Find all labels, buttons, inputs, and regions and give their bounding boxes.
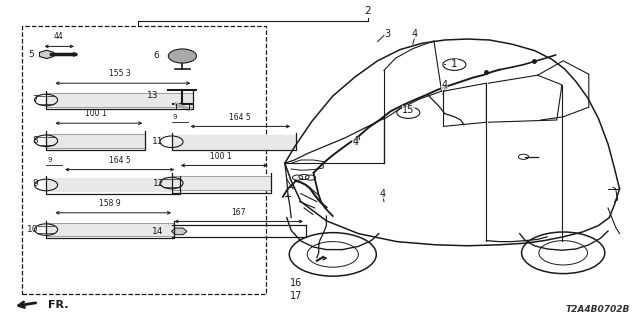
Text: 12: 12: [152, 179, 164, 188]
Text: 11: 11: [152, 137, 163, 146]
Text: 4: 4: [380, 188, 386, 199]
Text: 4: 4: [412, 28, 418, 39]
Text: 15: 15: [402, 105, 415, 116]
Text: 164 5: 164 5: [230, 113, 251, 122]
Text: 164 5: 164 5: [109, 156, 131, 165]
Text: 9: 9: [173, 114, 177, 120]
Circle shape: [168, 49, 196, 63]
Text: 100 1: 100 1: [85, 109, 106, 118]
Text: T2A4B0702B: T2A4B0702B: [566, 305, 630, 314]
Text: 1: 1: [452, 60, 457, 69]
Text: 7: 7: [33, 95, 38, 105]
Text: 5: 5: [28, 50, 34, 59]
Text: 2: 2: [365, 6, 371, 16]
Text: 8: 8: [33, 136, 38, 145]
Text: 10: 10: [27, 225, 38, 234]
Text: 167: 167: [232, 208, 246, 217]
Text: 158 9: 158 9: [99, 199, 121, 208]
Text: 9: 9: [47, 157, 52, 163]
Text: 13: 13: [147, 92, 159, 100]
Text: 4: 4: [352, 137, 358, 148]
Text: 9: 9: [33, 180, 38, 188]
Text: 155 3: 155 3: [109, 69, 131, 78]
Text: FR.: FR.: [48, 300, 68, 310]
Text: 44: 44: [54, 32, 64, 41]
Text: 6: 6: [153, 52, 159, 60]
Text: 100 1: 100 1: [211, 152, 232, 161]
Text: 4: 4: [442, 80, 448, 90]
Text: 14: 14: [152, 227, 163, 236]
Text: 17: 17: [289, 291, 302, 301]
Text: 1: 1: [451, 59, 458, 69]
Text: 16: 16: [289, 278, 302, 288]
Text: 3: 3: [384, 28, 390, 39]
